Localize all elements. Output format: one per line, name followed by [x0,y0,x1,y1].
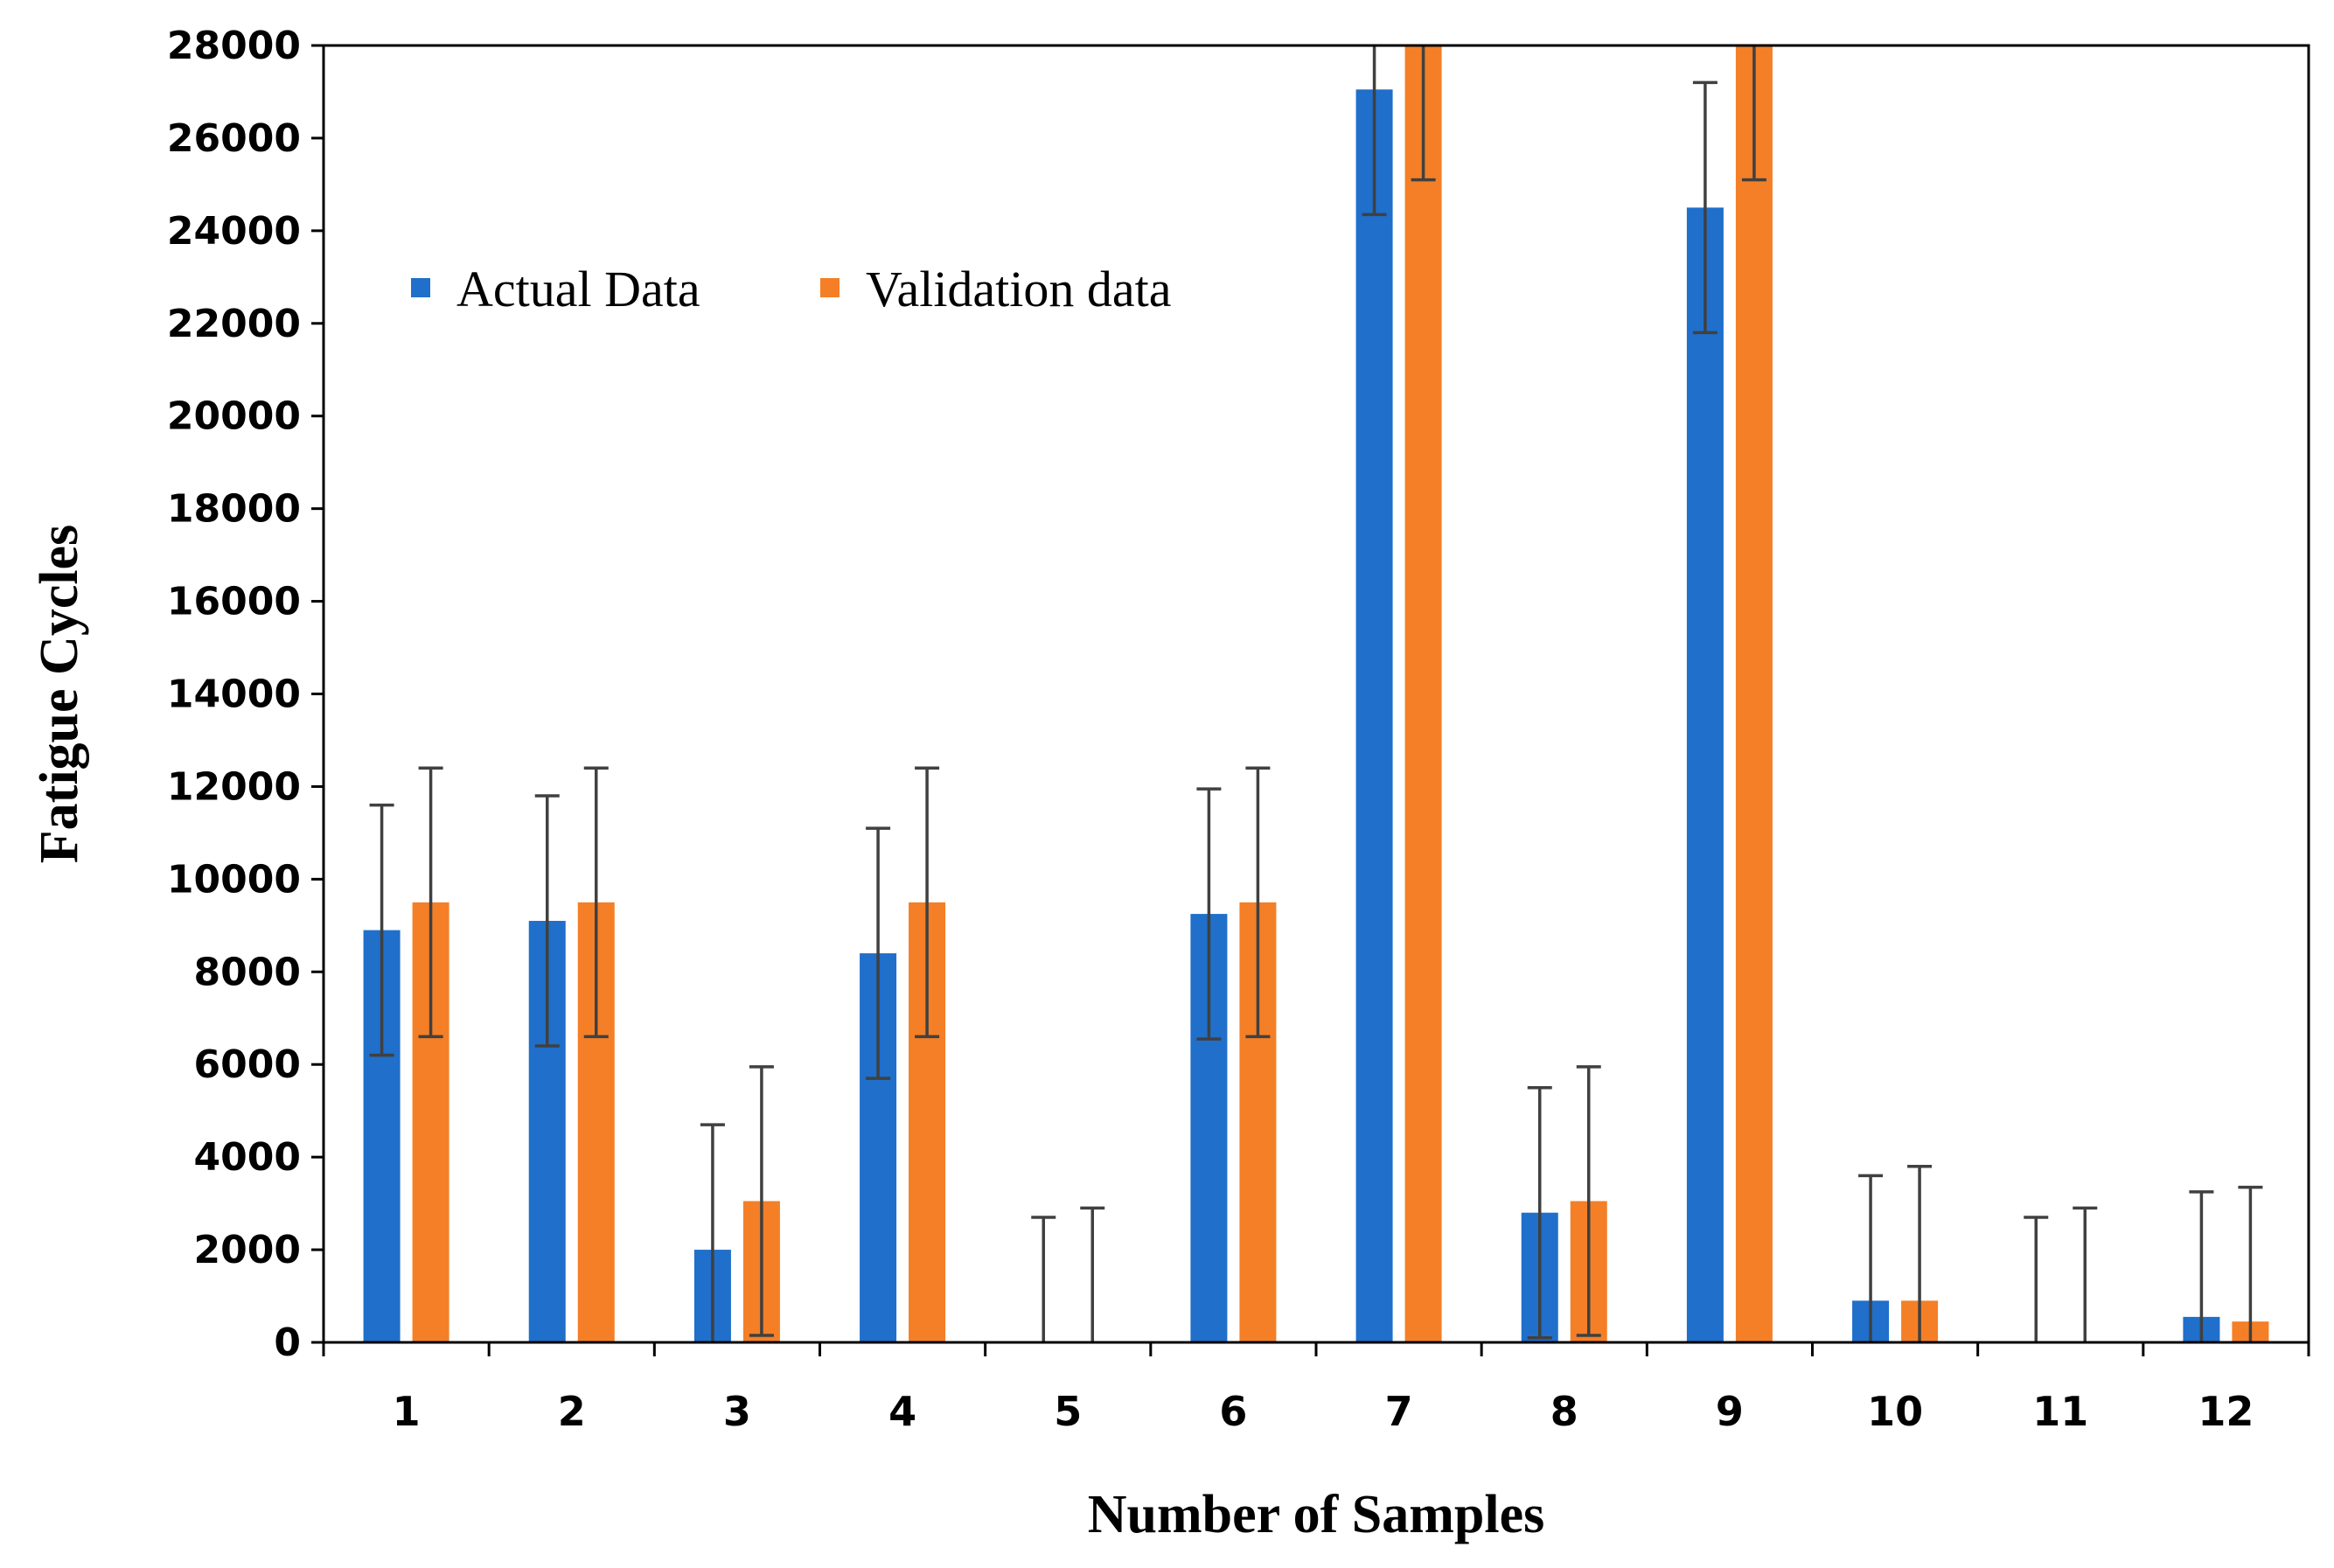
x-tick-label: 11 [2032,1388,2088,1435]
y-tick-label: 18000 [167,487,301,532]
bar-actual [1355,89,1393,1343]
y-tick-label: 8000 [194,950,301,994]
y-tick-label: 12000 [167,764,301,809]
x-axis-title: Number of Samples [1088,1485,1544,1544]
x-tick-label: 6 [1219,1388,1247,1435]
legend-swatch-validation [820,278,840,297]
legend-label-actual: Actual Data [456,261,700,317]
y-tick-label: 10000 [167,857,301,902]
x-tick-label: 4 [888,1388,916,1435]
y-tick-label: 26000 [167,116,301,161]
y-tick-label: 22000 [167,302,301,346]
y-tick-label: 14000 [167,672,301,717]
legend-swatch-actual [411,278,430,297]
x-tick-label: 1 [393,1388,421,1435]
y-tick-label: 6000 [194,1042,301,1087]
y-axis-ticks: 0 2000 4000 6000 8000 10000 12000 14000 16000 180… [167,24,324,1365]
y-tick-label: 28000 [167,24,301,68]
x-tick-label: 7 [1385,1388,1413,1435]
x-tick-label: 10 [1867,1388,1923,1435]
plot-frame [322,44,2310,1344]
x-tick-label: 8 [1550,1388,1578,1435]
bars-group [363,45,2269,1343]
x-tick-label: 2 [558,1388,586,1435]
legend: Actual Data Validation data [411,261,1172,317]
y-tick-label: 16000 [167,580,301,624]
y-tick-label: 2000 [194,1228,301,1272]
bar-actual [1686,207,1724,1342]
x-tick-label: 9 [1716,1388,1744,1435]
error-bars-group [369,45,2263,1342]
y-tick-label: 4000 [194,1135,301,1180]
bar-validation [1735,45,1773,1342]
bar-validation [1404,45,1442,1342]
x-axis-ticks: 1 2 3 4 5 6 7 8 9 10 11 12 [322,1342,2310,1435]
x-tick-label: 3 [723,1388,751,1435]
y-tick-label: 20000 [167,394,301,439]
x-tick-label: 12 [2198,1388,2254,1435]
y-tick-label: 0 [274,1321,301,1365]
y-axis-title: Fatigue Cycles [30,525,89,863]
legend-label-validation: Validation data [866,261,1172,317]
x-tick-label: 5 [1054,1388,1082,1435]
y-tick-label: 24000 [167,209,301,254]
